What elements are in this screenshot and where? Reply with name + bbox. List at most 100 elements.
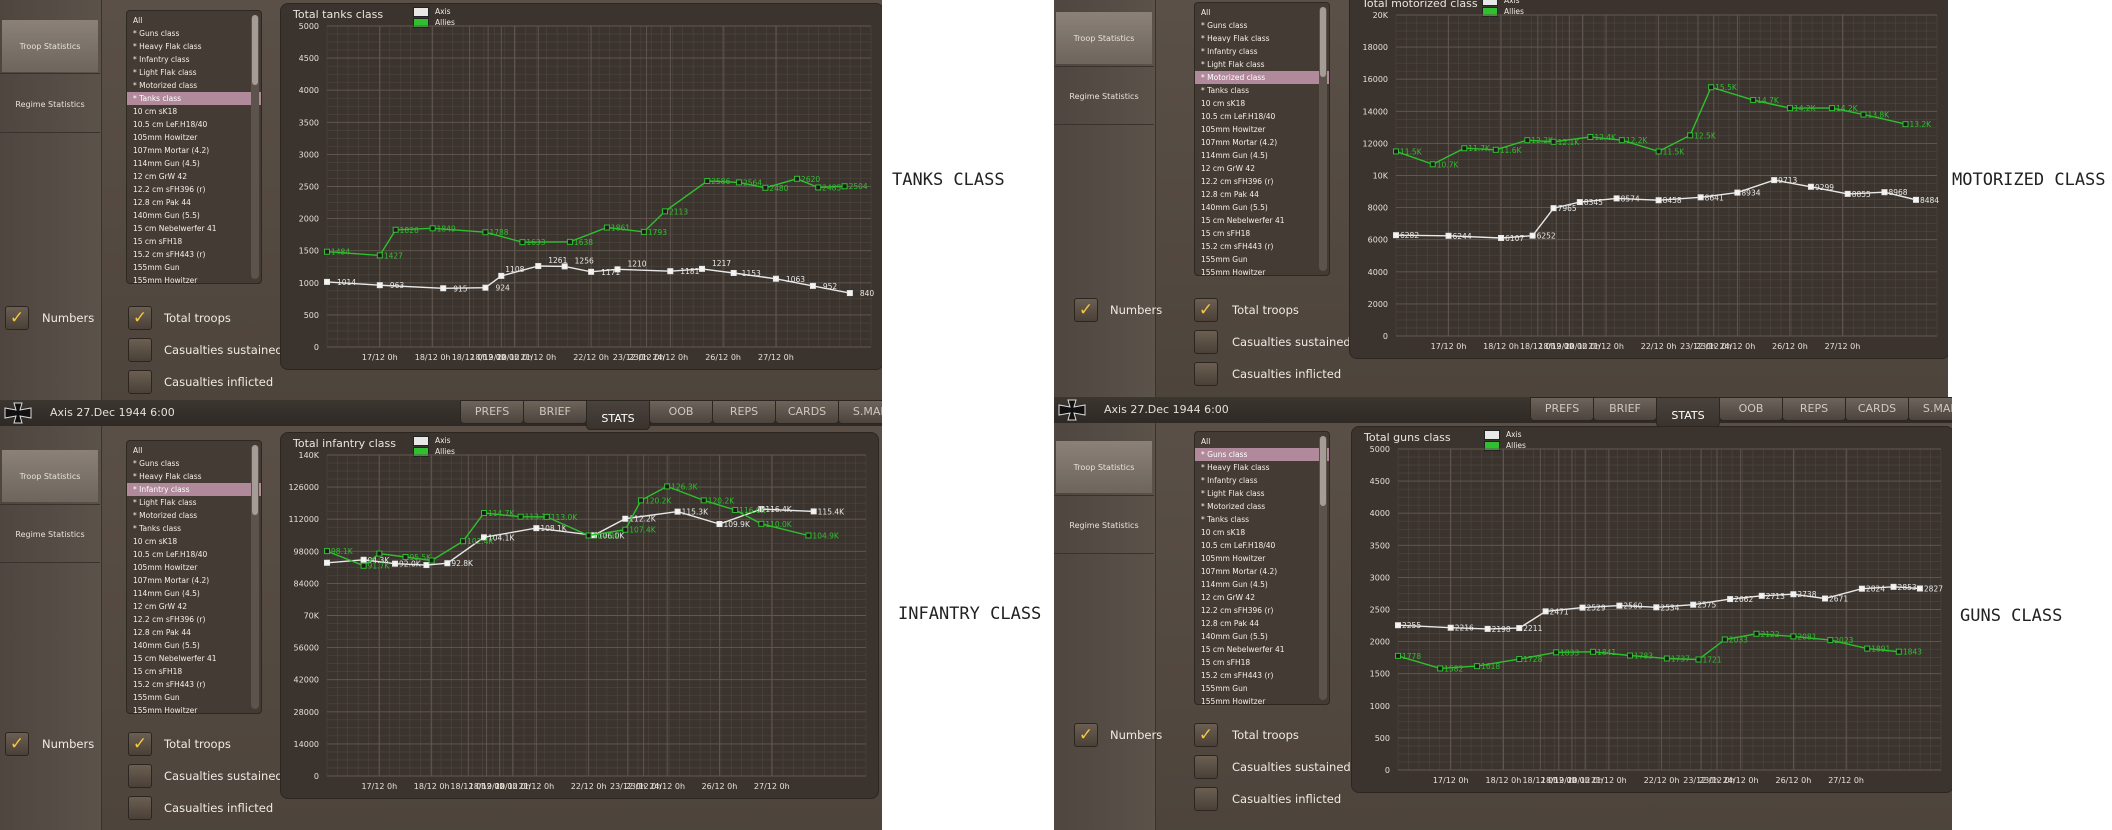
unit-list-item[interactable]: 107mm Mortar (4.2): [1201, 138, 1278, 147]
unit-list-item[interactable]: 15 cm sFH18: [133, 237, 183, 246]
unit-list-item[interactable]: 12.8 cm Pak 44: [133, 198, 191, 207]
unit-list-item[interactable]: 15 cm Nebelwerfer 41: [1201, 216, 1285, 225]
unit-list-item[interactable]: 15.2 cm sFH443 (r): [1201, 671, 1274, 680]
troop-statistics-button[interactable]: Troop Statistics: [1056, 441, 1152, 493]
unit-list-item[interactable]: * Heavy Flak class: [1201, 463, 1270, 472]
unit-list-item[interactable]: 12.2 cm sFH396 (r): [1201, 177, 1274, 186]
regime-statistics-button[interactable]: Regime Statistics: [1069, 91, 1139, 101]
tab-smap[interactable]: S.MAP: [1908, 397, 1952, 421]
casualties-sustained-checkbox[interactable]: [1194, 755, 1218, 779]
tab-oob[interactable]: OOB: [649, 400, 713, 424]
unit-list-item[interactable]: * Heavy Flak class: [133, 42, 202, 51]
unit-list-item[interactable]: 107mm Mortar (4.2): [1201, 567, 1278, 576]
unit-list-item[interactable]: 114mm Gun (4.5): [1201, 580, 1268, 589]
unit-list-item[interactable]: * Heavy Flak class: [1201, 34, 1270, 43]
casualties-sustained-checkbox[interactable]: [1194, 330, 1218, 354]
unit-list-item[interactable]: 105mm Howitzer: [1201, 125, 1266, 134]
tab-cards[interactable]: CARDS: [775, 400, 839, 424]
unit-list-item[interactable]: 155mm Gun: [133, 263, 180, 272]
unit-list-item[interactable]: All: [133, 16, 143, 25]
troop-statistics-button[interactable]: Troop Statistics: [1056, 12, 1152, 64]
unit-list-item[interactable]: * Guns class: [133, 459, 180, 468]
total-troops-checkbox[interactable]: ✓: [128, 732, 152, 756]
unit-list-item[interactable]: 12.8 cm Pak 44: [1201, 190, 1259, 199]
unit-list-item[interactable]: 15 cm Nebelwerfer 41: [133, 224, 217, 233]
unit-list-item[interactable]: 10 cm sK18: [1201, 528, 1246, 537]
total-troops-checkbox[interactable]: ✓: [128, 306, 152, 330]
numbers-checkbox[interactable]: ✓: [1074, 298, 1098, 322]
unit-list-item[interactable]: 15 cm sFH18: [133, 667, 183, 676]
unit-list-item[interactable]: All: [1201, 8, 1211, 17]
unit-list-item[interactable]: * Motorized class: [133, 81, 198, 90]
troop-statistics-button[interactable]: Troop Statistics: [2, 20, 98, 72]
troop-statistics-button[interactable]: Troop Statistics: [2, 450, 98, 502]
unit-list-item[interactable]: 114mm Gun (4.5): [133, 589, 200, 598]
unit-list-item[interactable]: * Motorized class: [133, 511, 198, 520]
total-troops-checkbox[interactable]: ✓: [1194, 723, 1218, 747]
unit-list-item[interactable]: 155mm Howitzer: [1201, 268, 1266, 276]
unit-list-item[interactable]: 155mm Gun: [133, 693, 180, 702]
unit-list-item[interactable]: * Infantry class: [127, 483, 261, 496]
unit-list-item[interactable]: 10.5 cm LeF.H18/40: [133, 120, 208, 129]
unit-list-item[interactable]: * Tanks class: [127, 92, 261, 105]
unit-list-item[interactable]: 10.5 cm LeF.H18/40: [133, 550, 208, 559]
unit-list-item[interactable]: 105mm Howitzer: [133, 133, 198, 142]
unit-list-item[interactable]: 10 cm sK18: [1201, 99, 1246, 108]
unit-list-item[interactable]: * Tanks class: [1201, 515, 1250, 524]
unit-list-item[interactable]: 12.8 cm Pak 44: [133, 628, 191, 637]
casualties-sustained-checkbox[interactable]: [128, 338, 152, 362]
numbers-checkbox[interactable]: ✓: [1074, 723, 1098, 747]
unit-class-list[interactable]: All * Guns class * Heavy Flak class * Infan…: [1194, 431, 1330, 705]
tab-stats[interactable]: STATS: [586, 400, 650, 430]
unit-class-list[interactable]: All * Guns class * Heavy Flak class * Infan…: [126, 440, 262, 714]
unit-list-item[interactable]: 10.5 cm LeF.H18/40: [1201, 541, 1276, 550]
unit-list-item[interactable]: * Guns class: [1195, 448, 1329, 461]
casualties-inflicted-checkbox[interactable]: [1194, 787, 1218, 811]
unit-list-item[interactable]: All: [133, 446, 143, 455]
unit-list-item[interactable]: * Infantry class: [1201, 476, 1258, 485]
unit-class-list[interactable]: All * Guns class * Heavy Flak class * Infan…: [1194, 2, 1330, 276]
numbers-checkbox[interactable]: ✓: [5, 732, 29, 756]
unit-list-item[interactable]: * Infantry class: [1201, 47, 1258, 56]
tab-reps[interactable]: REPS: [1782, 397, 1846, 421]
regime-statistics-button[interactable]: Regime Statistics: [15, 99, 85, 109]
list-scrollbar[interactable]: [251, 445, 259, 709]
unit-list-item[interactable]: * Light Flak class: [133, 68, 197, 77]
unit-list-item[interactable]: 140mm Gun (5.5): [1201, 203, 1268, 212]
unit-list-item[interactable]: 155mm Howitzer: [133, 706, 198, 714]
unit-list-item[interactable]: 15.2 cm sFH443 (r): [133, 250, 206, 259]
unit-list-item[interactable]: 12 cm GrW 42: [133, 602, 187, 611]
unit-list-item[interactable]: 15 cm sFH18: [1201, 658, 1251, 667]
unit-list-item[interactable]: 107mm Mortar (4.2): [133, 146, 210, 155]
tab-prefs[interactable]: PREFS: [460, 400, 524, 424]
casualties-inflicted-checkbox[interactable]: [128, 370, 152, 394]
unit-list-item[interactable]: 155mm Gun: [1201, 684, 1248, 693]
unit-list-item[interactable]: 114mm Gun (4.5): [133, 159, 200, 168]
tab-brief[interactable]: BRIEF: [523, 400, 587, 424]
unit-list-item[interactable]: 105mm Howitzer: [133, 563, 198, 572]
unit-list-item[interactable]: 10 cm sK18: [133, 537, 178, 546]
unit-list-item[interactable]: 107mm Mortar (4.2): [133, 576, 210, 585]
unit-list-item[interactable]: * Heavy Flak class: [133, 472, 202, 481]
unit-class-list[interactable]: All * Guns class * Heavy Flak class * Infan…: [126, 10, 262, 284]
unit-list-item[interactable]: 140mm Gun (5.5): [1201, 632, 1268, 641]
unit-list-item[interactable]: * Guns class: [1201, 21, 1248, 30]
tab-reps[interactable]: REPS: [712, 400, 776, 424]
casualties-inflicted-checkbox[interactable]: [1194, 362, 1218, 386]
tab-cards[interactable]: CARDS: [1845, 397, 1909, 421]
list-scrollbar[interactable]: [1319, 436, 1327, 700]
unit-list-item[interactable]: 12.2 cm sFH396 (r): [133, 185, 206, 194]
regime-statistics-button[interactable]: Regime Statistics: [1069, 520, 1139, 530]
unit-list-item[interactable]: 12 cm GrW 42: [133, 172, 187, 181]
unit-list-item[interactable]: 10.5 cm LeF.H18/40: [1201, 112, 1276, 121]
regime-statistics-button[interactable]: Regime Statistics: [15, 529, 85, 539]
unit-list-item[interactable]: * Motorized class: [1195, 71, 1329, 84]
list-scrollbar[interactable]: [1319, 7, 1327, 271]
unit-list-item[interactable]: 12.8 cm Pak 44: [1201, 619, 1259, 628]
unit-list-item[interactable]: 15.2 cm sFH443 (r): [1201, 242, 1274, 251]
unit-list-item[interactable]: * Guns class: [133, 29, 180, 38]
unit-list-item[interactable]: All: [1201, 437, 1211, 446]
unit-list-item[interactable]: 140mm Gun (5.5): [133, 211, 200, 220]
unit-list-item[interactable]: * Tanks class: [133, 524, 182, 533]
unit-list-item[interactable]: * Motorized class: [1201, 502, 1266, 511]
